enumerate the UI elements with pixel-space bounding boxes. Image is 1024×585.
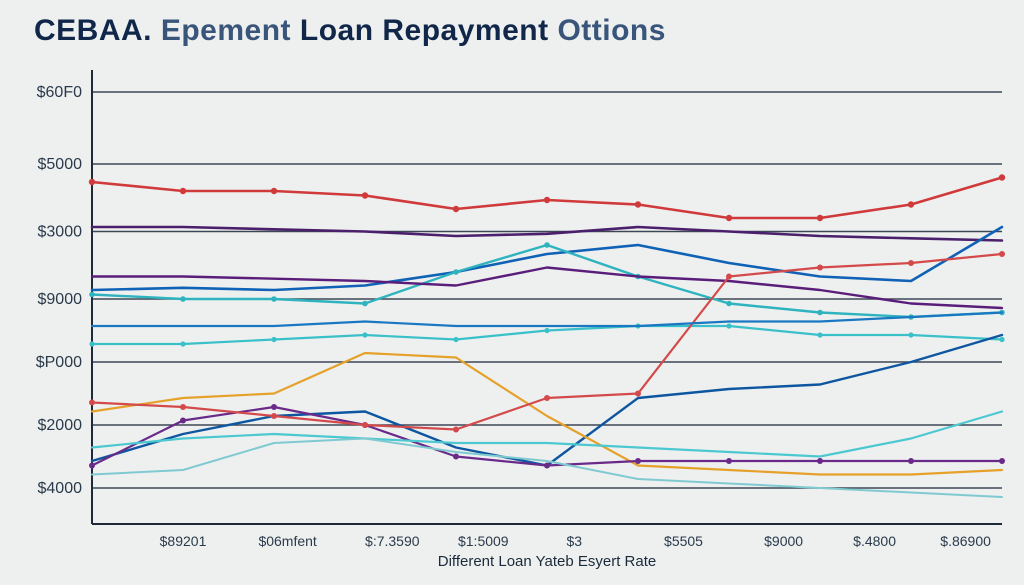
series-point xyxy=(817,332,822,337)
series-point xyxy=(817,215,823,221)
series-point xyxy=(89,179,95,185)
series-point xyxy=(180,404,186,410)
y-tick-label: $3000 xyxy=(38,224,83,241)
series-point xyxy=(726,215,732,221)
series-point xyxy=(635,391,641,397)
line-chart-svg: $4000 $2000 $P000 $9000 $3000 $5000 $60F0 $8920… xyxy=(0,64,1024,569)
series-point xyxy=(635,201,641,207)
x-tick-label: $89201 xyxy=(160,533,207,549)
series-point xyxy=(999,174,1005,180)
series-point xyxy=(271,188,277,194)
series-point xyxy=(726,301,732,307)
y-tick-label: $P000 xyxy=(36,354,82,371)
y-tick-label: $60F0 xyxy=(37,84,82,101)
series-point xyxy=(362,192,368,198)
series-point xyxy=(635,458,641,464)
series-point xyxy=(362,332,367,337)
series-point xyxy=(817,458,823,464)
y-tick-label: $2000 xyxy=(38,417,83,434)
series-point xyxy=(544,328,549,333)
series-point xyxy=(362,301,368,307)
series-point xyxy=(999,337,1004,342)
x-tick-label: $5505 xyxy=(664,533,703,549)
x-tick-label: $3 xyxy=(567,533,583,549)
series-point xyxy=(362,422,368,428)
series-point xyxy=(908,201,914,207)
series-point xyxy=(180,296,186,302)
series-point xyxy=(999,251,1005,257)
x-tick-label: $1:5009 xyxy=(458,533,509,549)
series-point xyxy=(453,269,459,275)
chart-container: CEBAA. Epement Loan Repayment Ottions $4… xyxy=(0,0,1024,585)
title-mid: Epement xyxy=(152,14,300,47)
series-point xyxy=(908,332,913,337)
series-point xyxy=(817,310,823,316)
series-point xyxy=(271,337,276,342)
series-point xyxy=(271,296,277,302)
series-point xyxy=(89,341,94,346)
title-strong2: Loan Repayment xyxy=(300,14,549,47)
series-point xyxy=(453,427,459,433)
series-point xyxy=(89,292,95,298)
title-brand: CEBAA. xyxy=(34,14,152,47)
series-point xyxy=(180,418,186,424)
plot-area: $4000 $2000 $P000 $9000 $3000 $5000 $60F0 $8920… xyxy=(0,64,1024,569)
series-point xyxy=(453,454,459,460)
series-point xyxy=(908,458,914,464)
series-point xyxy=(726,323,731,328)
series-point xyxy=(726,274,732,280)
series-point xyxy=(817,265,823,271)
y-tick-label: $9000 xyxy=(38,291,83,308)
series-point xyxy=(180,188,186,194)
x-tick-label: $.86900 xyxy=(940,533,991,549)
series-point xyxy=(89,463,95,469)
x-tick-label: $9000 xyxy=(764,533,803,549)
series-line xyxy=(92,245,1002,317)
x-axis-label: Different Loan Yateb Esyert Rate xyxy=(438,553,656,569)
series-point xyxy=(544,463,550,469)
series-point xyxy=(180,341,185,346)
series-point xyxy=(726,458,732,464)
series-point xyxy=(544,197,550,203)
series-point xyxy=(271,404,277,410)
series-point xyxy=(453,337,458,342)
series-point xyxy=(544,242,550,248)
series-point xyxy=(271,413,277,419)
chart-title: CEBAA. Epement Loan Repayment Ottions xyxy=(34,14,666,48)
series-line xyxy=(92,412,1002,457)
series-point xyxy=(999,458,1005,464)
series-point xyxy=(89,400,95,406)
y-tick-label: $4000 xyxy=(38,480,83,497)
series-point xyxy=(453,206,459,212)
series-point xyxy=(908,260,914,266)
y-tick-label: $5000 xyxy=(38,156,83,173)
x-tick-label: $.4800 xyxy=(853,533,896,549)
x-tick-label: $:7.3590 xyxy=(365,533,420,549)
x-tick-label: $06mfent xyxy=(258,533,316,549)
title-tail: Ottions xyxy=(549,14,666,47)
series-point xyxy=(544,395,550,401)
series-line xyxy=(92,227,1002,241)
